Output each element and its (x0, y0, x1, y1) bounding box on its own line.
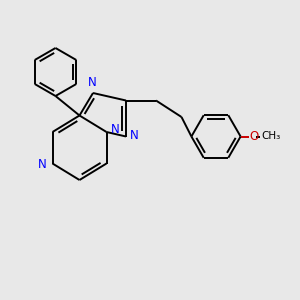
Text: N: N (88, 76, 97, 89)
Text: N: N (130, 129, 139, 142)
Text: N: N (110, 123, 119, 136)
Text: CH₃: CH₃ (262, 130, 281, 141)
Text: N: N (38, 158, 46, 172)
Text: O: O (250, 130, 259, 143)
